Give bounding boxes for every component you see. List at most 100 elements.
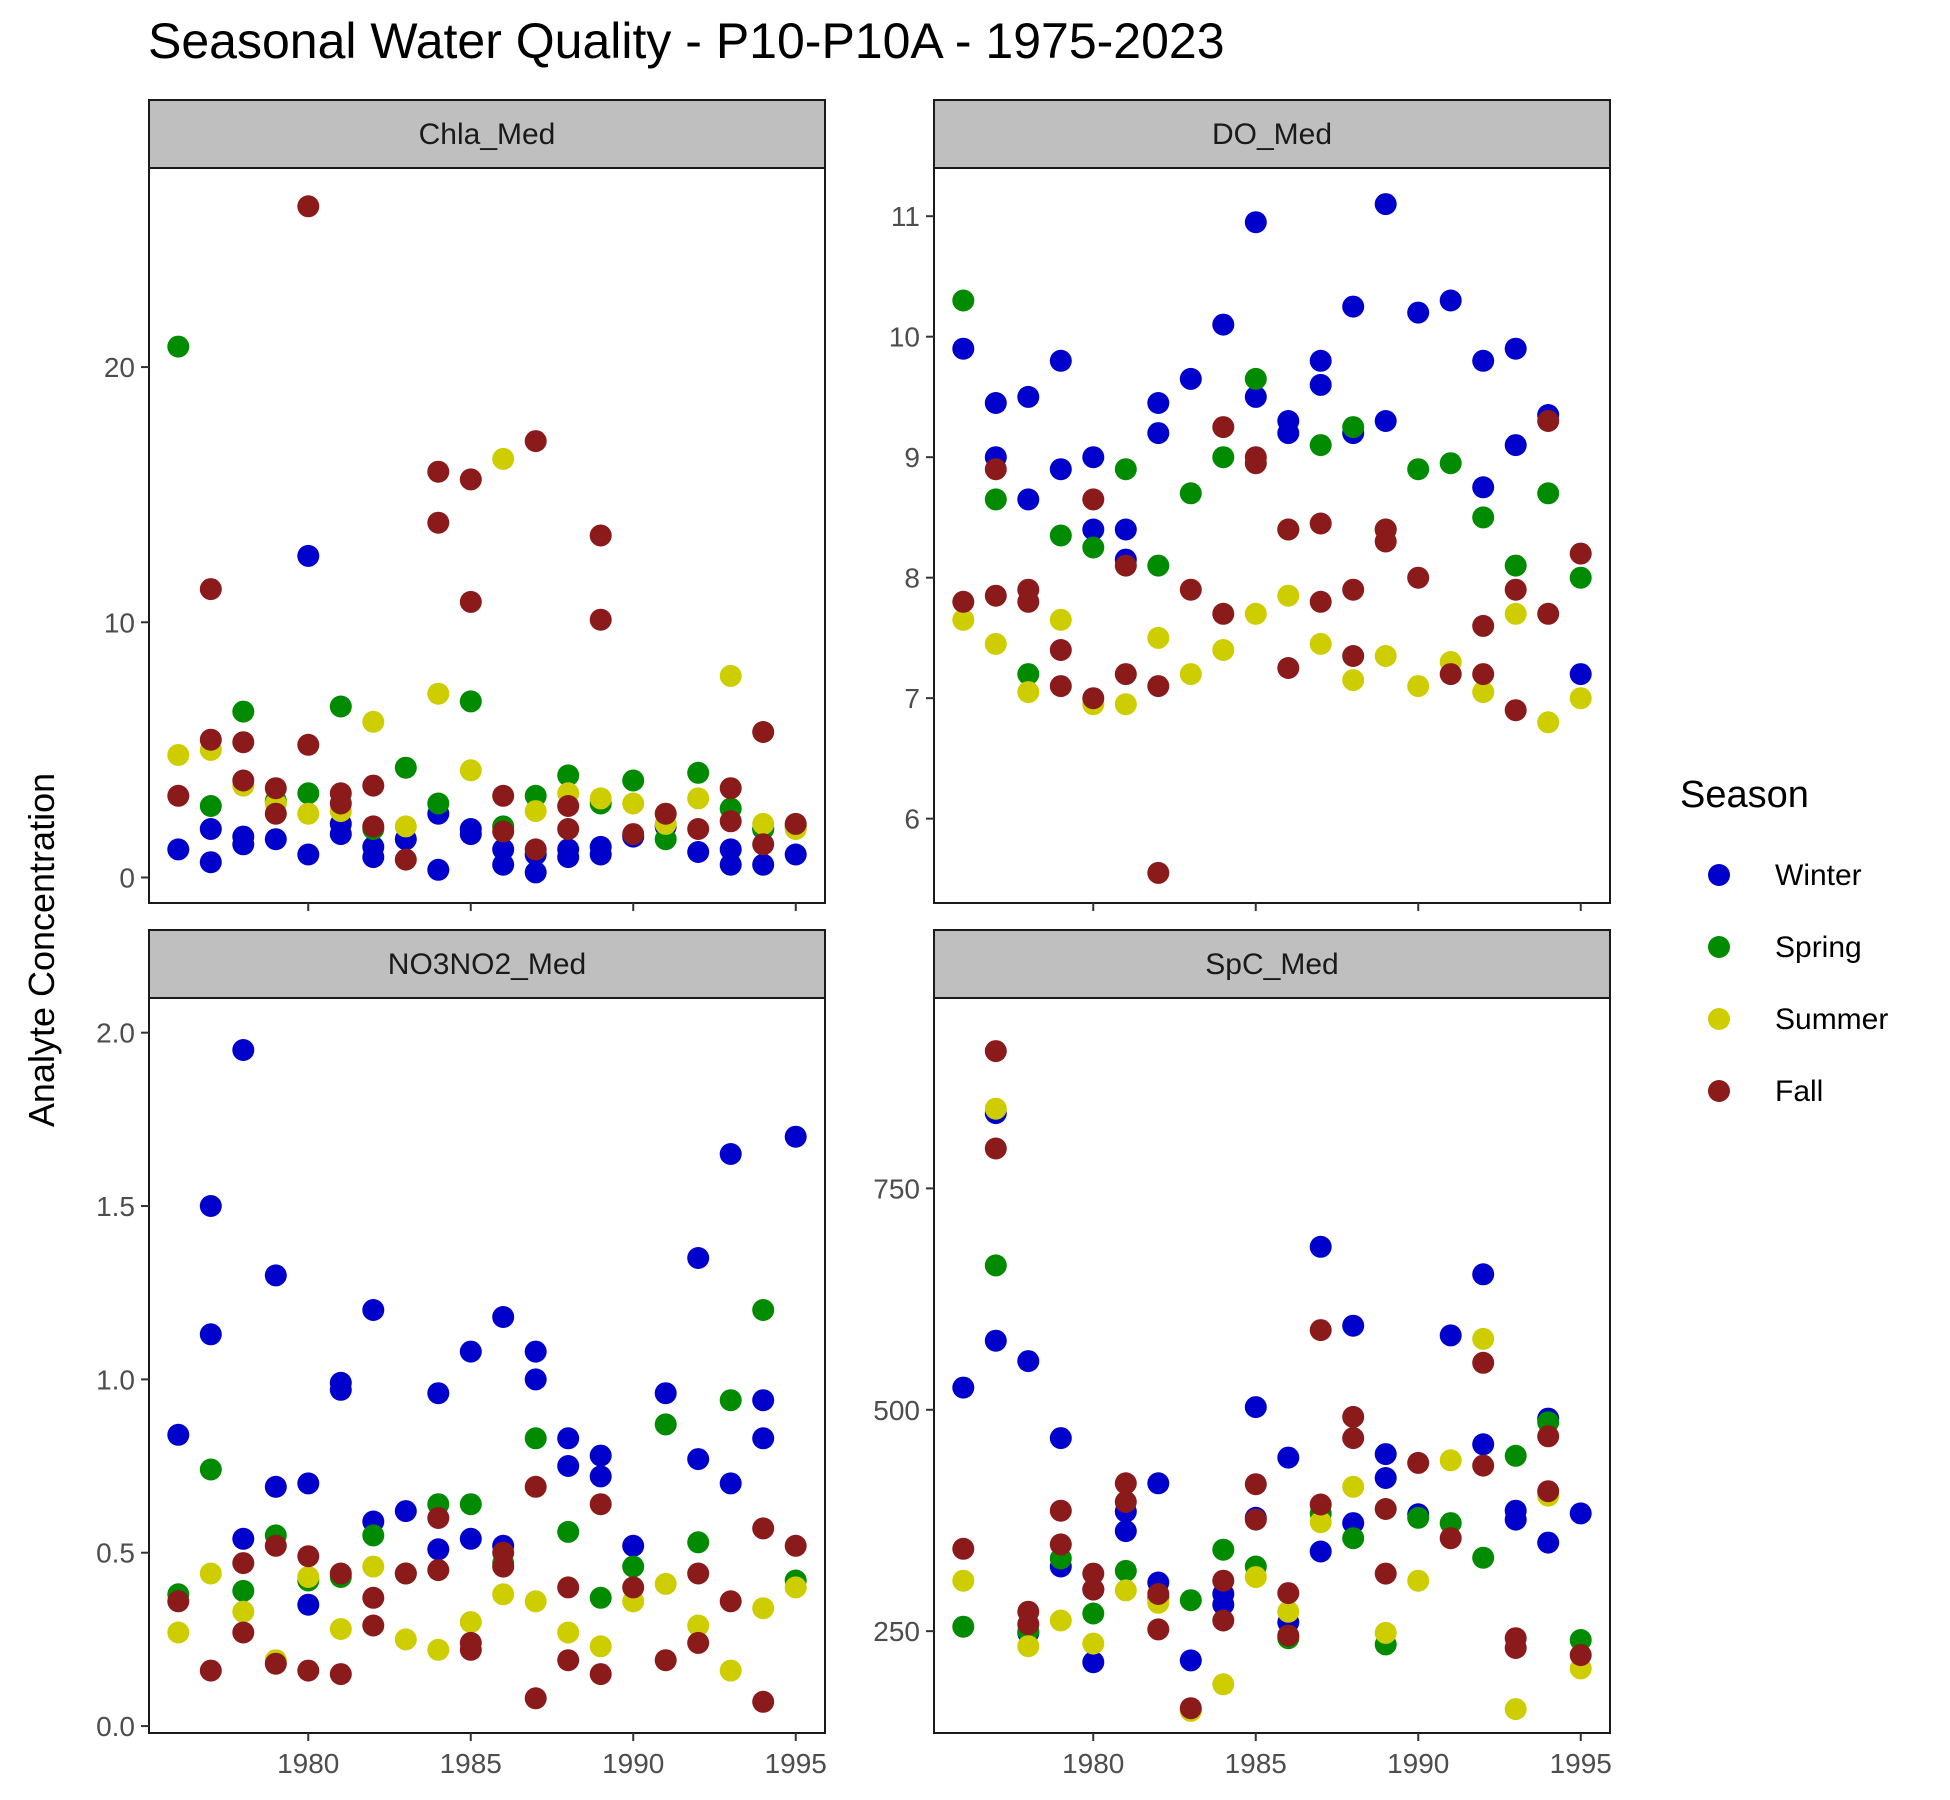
data-point-winter xyxy=(1569,1502,1592,1525)
data-point-summer xyxy=(952,608,975,631)
x-tick-label: 1985 xyxy=(440,1748,502,1779)
y-tick-label: 250 xyxy=(873,1616,920,1647)
x-tick-label: 1990 xyxy=(602,1748,664,1779)
data-point-spring xyxy=(1439,452,1462,475)
data-point-winter xyxy=(1309,349,1332,372)
data-point-spring xyxy=(557,1520,580,1543)
data-point-fall xyxy=(557,1576,580,1599)
x-tick-label: 1990 xyxy=(1387,1748,1449,1779)
data-point-spring xyxy=(622,769,645,792)
data-point-spring xyxy=(1212,446,1235,469)
y-tick-label: 6 xyxy=(904,804,920,835)
data-point-spring xyxy=(199,795,222,817)
data-point-summer xyxy=(1537,711,1560,734)
data-point-winter xyxy=(719,853,742,876)
data-point-fall xyxy=(1147,1583,1170,1605)
data-point-winter xyxy=(1277,1446,1300,1469)
data-point-fall xyxy=(1082,1562,1105,1585)
data-point-summer xyxy=(1504,602,1527,625)
data-point-fall xyxy=(589,608,612,631)
data-point-summer xyxy=(1244,602,1267,625)
strip-spc-med xyxy=(933,929,1611,999)
y-tick-label: 11 xyxy=(891,201,920,232)
data-point-winter xyxy=(427,1538,450,1561)
data-point-fall xyxy=(1407,566,1430,589)
data-point-summer xyxy=(492,1583,515,1606)
data-point-spring xyxy=(427,792,450,815)
data-point-summer xyxy=(1244,1566,1267,1589)
data-point-fall xyxy=(984,1137,1007,1160)
data-point-summer xyxy=(362,710,385,733)
data-point-fall xyxy=(524,1475,547,1498)
data-point-winter xyxy=(622,1534,645,1557)
data-point-winter xyxy=(1472,349,1495,372)
data-point-summer xyxy=(1049,1609,1072,1632)
data-point-winter xyxy=(232,833,255,856)
data-point-fall xyxy=(232,731,255,754)
series-fall xyxy=(167,195,807,871)
strip-label-spc-med: SpC_Med xyxy=(1205,948,1338,981)
data-point-spring xyxy=(984,488,1007,511)
data-point-fall xyxy=(1504,1637,1527,1659)
data-point-summer xyxy=(654,1572,677,1595)
strip-label-chla-med: Chla_Med xyxy=(419,118,556,151)
data-point-summer xyxy=(1082,1632,1105,1655)
data-point-fall xyxy=(1439,1527,1462,1550)
data-point-fall xyxy=(1537,1480,1560,1503)
data-point-summer xyxy=(752,1597,775,1620)
data-point-winter xyxy=(752,1389,775,1412)
panel-border-do-med xyxy=(933,167,1611,904)
data-point-spring xyxy=(1537,482,1560,505)
data-point-fall xyxy=(427,1559,450,1582)
y-tick-label: 1.0 xyxy=(96,1364,135,1395)
data-point-fall xyxy=(362,774,385,797)
data-point-fall xyxy=(427,511,450,534)
data-point-summer xyxy=(687,1614,710,1637)
data-point-spring xyxy=(654,828,677,851)
data-point-fall xyxy=(1309,1319,1332,1342)
data-point-winter xyxy=(1049,458,1072,481)
data-point-spring xyxy=(1504,1444,1527,1467)
data-point-winter xyxy=(1244,211,1267,234)
series-fall xyxy=(952,410,1592,884)
data-point-spring xyxy=(232,1579,255,1602)
data-point-spring xyxy=(1114,1559,1137,1582)
legend-item-spring: Spring xyxy=(1708,931,1862,964)
data-point-winter xyxy=(752,1427,775,1450)
panel-no3no2-med: NO3NO2_Med 0.0 0.5 1.0 1.5 2.0 1980 1985 1990 199… xyxy=(96,929,827,1779)
legend-label-fall: Fall xyxy=(1775,1075,1823,1108)
data-point-fall xyxy=(459,468,482,491)
data-point-fall xyxy=(1114,554,1137,577)
data-point-summer xyxy=(589,1635,612,1658)
data-point-fall xyxy=(524,430,547,453)
strip-label-no3no2-med: NO3NO2_Med xyxy=(388,948,586,981)
data-point-summer xyxy=(362,1555,385,1578)
data-point-winter xyxy=(1147,392,1170,414)
data-point-winter xyxy=(362,835,385,858)
data-point-summer xyxy=(622,792,645,815)
data-point-fall xyxy=(1244,452,1267,475)
data-point-spring xyxy=(622,1555,645,1578)
data-point-winter xyxy=(492,853,515,876)
data-point-fall xyxy=(589,524,612,547)
legend-title: Season xyxy=(1680,774,1809,816)
data-point-summer xyxy=(1017,681,1040,704)
data-point-winter xyxy=(687,841,710,863)
data-point-summer xyxy=(329,1618,352,1640)
data-point-summer xyxy=(1277,584,1300,607)
y-tick-label: 10 xyxy=(104,607,135,638)
data-point-fall xyxy=(1374,530,1397,553)
data-point-winter xyxy=(427,1382,450,1405)
data-point-winter xyxy=(557,1455,580,1477)
data-point-fall xyxy=(557,818,580,840)
data-point-winter xyxy=(1472,1263,1495,1286)
data-point-fall xyxy=(622,823,645,846)
data-point-fall xyxy=(232,1552,255,1575)
y-tick-label: 0 xyxy=(119,862,135,893)
series-fall xyxy=(167,1475,807,1713)
data-point-spring xyxy=(459,1493,482,1516)
data-point-fall xyxy=(329,1562,352,1585)
data-point-winter xyxy=(459,818,482,840)
data-point-summer xyxy=(589,787,612,810)
